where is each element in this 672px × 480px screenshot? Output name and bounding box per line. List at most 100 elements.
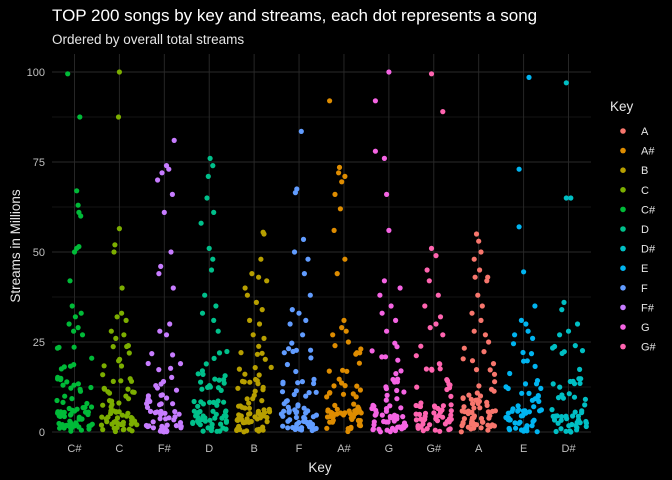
data-point xyxy=(393,317,399,323)
data-point xyxy=(169,191,175,197)
data-point xyxy=(208,267,215,273)
data-point xyxy=(574,321,581,327)
data-point xyxy=(286,409,292,415)
data-point xyxy=(534,429,540,435)
data-point xyxy=(98,422,105,428)
data-point xyxy=(418,343,424,349)
data-point xyxy=(62,393,68,399)
data-point xyxy=(426,278,432,284)
data-point xyxy=(311,376,317,382)
legend-label: D xyxy=(641,224,649,236)
data-point xyxy=(381,278,387,284)
data-point xyxy=(210,408,216,414)
data-point xyxy=(355,417,361,424)
data-point xyxy=(60,399,66,405)
data-point xyxy=(461,404,467,410)
data-point xyxy=(336,376,342,382)
data-point xyxy=(59,422,65,428)
data-point xyxy=(125,386,131,392)
data-point xyxy=(379,412,385,418)
data-point xyxy=(554,413,560,419)
data-point xyxy=(58,366,64,372)
data-point xyxy=(567,378,573,385)
data-point xyxy=(358,346,364,352)
data-point xyxy=(85,411,91,418)
x-tick-label: F xyxy=(296,443,303,455)
data-point xyxy=(108,328,114,334)
data-point xyxy=(292,407,298,413)
data-point xyxy=(256,372,262,378)
data-point xyxy=(284,361,290,368)
data-point xyxy=(510,406,516,412)
x-tick-label: B xyxy=(250,443,257,455)
data-point xyxy=(300,332,306,338)
data-point xyxy=(111,408,117,414)
data-point xyxy=(582,402,588,408)
data-point xyxy=(88,404,95,410)
legend-marker xyxy=(620,265,626,272)
data-point xyxy=(563,80,569,86)
data-point xyxy=(261,407,267,413)
data-point xyxy=(75,381,81,387)
data-point xyxy=(563,413,569,419)
data-point xyxy=(428,245,435,251)
legend-label: F# xyxy=(641,302,655,314)
data-point xyxy=(310,414,316,420)
data-point xyxy=(99,414,105,420)
data-point xyxy=(163,427,169,433)
data-point xyxy=(197,408,203,415)
data-point xyxy=(196,420,202,426)
y-axis-label: Streams in Millions xyxy=(8,189,23,303)
data-point xyxy=(211,317,217,323)
data-point xyxy=(68,428,74,434)
data-point xyxy=(221,377,227,383)
legend-title: Key xyxy=(610,99,634,114)
data-point xyxy=(173,387,180,393)
legend-label: F xyxy=(641,283,648,295)
data-point xyxy=(342,256,348,262)
data-point xyxy=(459,423,465,429)
data-point xyxy=(128,378,135,384)
data-point xyxy=(398,368,404,374)
data-point xyxy=(278,411,284,417)
data-point xyxy=(478,317,484,323)
data-point xyxy=(536,398,542,404)
legend-label: B xyxy=(641,165,648,177)
data-point xyxy=(250,332,256,338)
data-point xyxy=(334,271,340,277)
data-point xyxy=(577,366,583,372)
data-point xyxy=(129,418,135,424)
x-axis-ticks: C# C F# D B F A# G G# A E D# xyxy=(67,443,576,455)
data-point xyxy=(157,416,163,422)
legend-label: D# xyxy=(641,244,656,256)
data-point xyxy=(398,405,404,411)
data-point xyxy=(387,413,393,420)
data-point xyxy=(332,191,338,197)
data-point xyxy=(570,413,576,419)
data-point xyxy=(78,310,84,316)
data-point xyxy=(506,425,512,432)
data-point xyxy=(224,348,230,355)
data-point xyxy=(149,351,155,357)
data-point xyxy=(571,394,578,400)
data-point xyxy=(339,179,345,185)
data-point xyxy=(145,360,151,367)
data-point xyxy=(433,321,439,327)
data-point xyxy=(432,427,438,433)
data-point xyxy=(191,408,197,414)
data-point xyxy=(340,412,347,418)
data-point xyxy=(254,351,260,357)
data-point xyxy=(559,414,565,420)
data-point xyxy=(222,373,228,379)
data-point xyxy=(56,413,62,419)
data-point xyxy=(164,395,170,401)
data-point xyxy=(178,425,184,431)
data-point xyxy=(339,380,345,386)
data-point xyxy=(397,285,403,291)
data-point xyxy=(57,425,63,431)
data-point xyxy=(579,348,586,354)
data-point xyxy=(208,427,214,434)
data-point xyxy=(381,155,387,161)
data-point xyxy=(66,321,72,327)
data-point xyxy=(292,190,298,196)
